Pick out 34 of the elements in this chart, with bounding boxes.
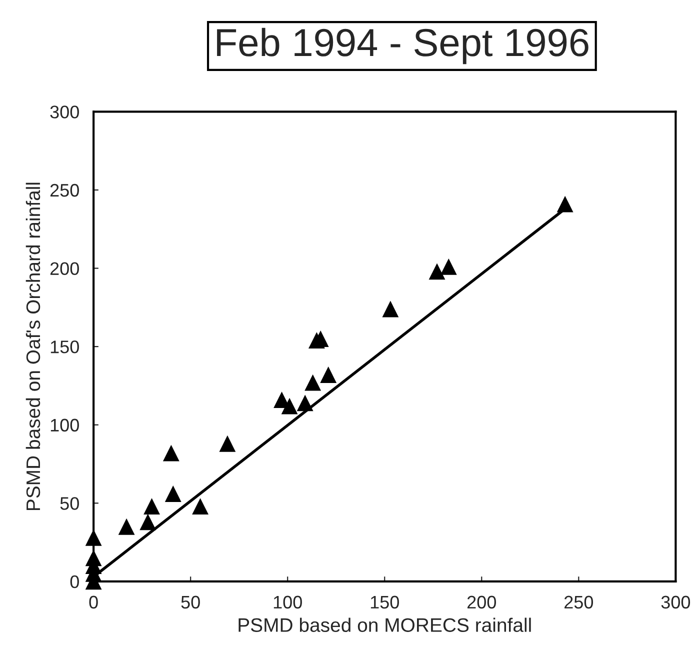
point [192,498,208,514]
point [304,374,322,391]
point [320,366,337,383]
point [556,196,574,212]
chart-title: Feb 1994 - Sept 1996 [217,28,588,64]
point [85,529,102,546]
point [219,435,236,452]
x-tick-label: 50 [181,596,200,609]
x-axis-title: PSMD based on MORECS rainfall [238,618,531,632]
point [85,550,102,566]
point [118,518,135,535]
point [296,394,314,412]
y-tick-label: 300 [50,106,79,118]
x-tick-label: 0 [89,596,98,609]
x-tick-label: 100 [274,596,302,609]
x-tick-label: 250 [564,596,594,609]
point [382,300,399,318]
y-tick-label: 100 [50,418,79,432]
point [281,398,298,414]
y-tick-label: 250 [50,184,79,197]
point [140,514,156,530]
point [440,258,457,275]
y-tick-label: 150 [50,340,79,354]
y-tick-label: 0 [70,575,79,588]
y-tick-label: 200 [50,262,79,275]
point [162,444,180,462]
y-axis-title: PSMD based on Oaf's Orchard rainfall [26,182,40,510]
y-tick-label: 50 [60,497,79,510]
point [164,486,182,502]
x-tick-label: 300 [661,596,690,609]
point [144,498,160,514]
x-tick-label: 150 [370,596,399,609]
x-tick-label: 200 [467,596,496,609]
point [428,263,446,280]
